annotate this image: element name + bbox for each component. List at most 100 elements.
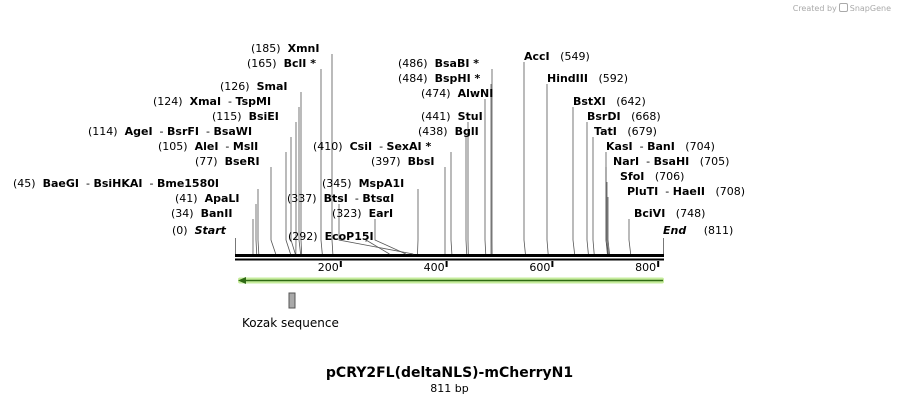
enzyme-separator: - [632, 140, 648, 153]
cut-site-label[interactable]: (124) XmaI - TspMI [153, 95, 271, 108]
cut-site-label[interactable]: (126) SmaI [220, 80, 288, 93]
enzyme-separator: - [658, 185, 673, 198]
cut-site-position: (410) [313, 140, 343, 153]
backbone-bottom-line [235, 258, 664, 261]
cut-site-label[interactable]: TatI (679) [594, 125, 657, 138]
enzyme-name[interactable]: HaeII [672, 185, 706, 198]
cut-site-label[interactable]: HindIII (592) [547, 72, 628, 85]
enzyme-name[interactable]: MslI [232, 140, 259, 153]
cut-site-position: (708) [715, 185, 746, 198]
cut-site-label[interactable]: (45) BaeGI - BsiHKAI - Bme1580I [13, 177, 219, 190]
enzyme-name[interactable]: KasI [606, 140, 633, 153]
cut-site-line [628, 219, 632, 255]
enzyme-name[interactable]: NarI [613, 155, 640, 168]
cut-site-label[interactable]: KasI - BanI (704) [606, 140, 715, 153]
enzyme-name[interactable]: BspHI * [434, 72, 481, 85]
enzyme-name[interactable]: SfoI [620, 170, 645, 183]
enzyme-name[interactable]: BaeGI [42, 177, 79, 190]
enzyme-separator: - [152, 125, 168, 138]
cut-site-position: (679) [627, 125, 657, 138]
cut-site-position: (642) [616, 95, 646, 108]
enzyme-name[interactable]: BstXI [573, 95, 606, 108]
enzyme-name[interactable]: BsrFI [167, 125, 199, 138]
enzyme-name[interactable]: AleI [194, 140, 219, 153]
enzyme-names: TatI [594, 125, 617, 138]
enzyme-name[interactable]: HindIII [547, 72, 588, 85]
cut-site-label[interactable]: (397) BbsI [371, 155, 435, 168]
enzyme-names: KasI - BanI [606, 140, 675, 153]
cut-site-label[interactable]: AccI (549) [524, 50, 590, 63]
cut-site-label[interactable]: (115) BsiEI [212, 110, 279, 123]
enzyme-name[interactable]: BtsαI [362, 192, 395, 205]
enzyme-name[interactable]: BtsI [323, 192, 348, 205]
enzyme-name[interactable]: XmaI [189, 95, 222, 108]
start-position: (0) [172, 224, 188, 237]
cut-site-label[interactable]: (41) ApaLI [175, 192, 240, 205]
cut-site-label[interactable]: BciVI (748) [634, 207, 705, 220]
cut-site-line [606, 182, 609, 255]
cut-site-label[interactable]: SfoI (706) [620, 170, 684, 183]
cut-site-label[interactable]: (474) AlwNI [421, 87, 493, 100]
cut-site-label[interactable]: BstXI (642) [573, 95, 646, 108]
enzyme-name[interactable]: BsiEI [248, 110, 279, 123]
enzyme-name[interactable]: AgeI [124, 125, 153, 138]
cut-site-label[interactable]: (114) AgeI - BsrFI - BsaWI [88, 125, 252, 138]
cut-site-label[interactable]: BsrDI (668) [587, 110, 661, 123]
enzyme-name[interactable]: BglI [454, 125, 479, 138]
cut-site-label[interactable]: (77) BseRI [195, 155, 260, 168]
enzyme-name[interactable]: AlwNI [457, 87, 494, 100]
cut-site-label[interactable]: (441) StuI [421, 110, 483, 123]
ruler-tick-label: 800 [635, 261, 657, 274]
cut-site-position: (41) [175, 192, 198, 205]
enzyme-name[interactable]: ApaLI [204, 192, 240, 205]
cut-site-label[interactable]: (410) CsiI - SexAI * [313, 140, 431, 153]
enzyme-name[interactable]: AccI [524, 50, 550, 63]
cut-site-label[interactable]: (34) BanII [171, 207, 232, 220]
enzyme-name[interactable]: SmaI [256, 80, 288, 93]
cut-site-label[interactable]: (484) BspHI * [398, 72, 480, 85]
enzyme-name[interactable]: PluTI [627, 185, 659, 198]
cut-site-line [605, 167, 609, 255]
enzyme-name[interactable]: BbsI [407, 155, 435, 168]
cut-site-line [298, 107, 301, 255]
cut-site-position: (185) [251, 42, 281, 55]
enzyme-name[interactable]: StuI [457, 110, 483, 123]
kozak-sequence-marker[interactable] [288, 292, 296, 309]
cut-site-label[interactable]: (165) BclI * [247, 57, 316, 70]
enzyme-names: ApaLI [205, 192, 240, 205]
cut-site-label[interactable]: (105) AleI - MslI [158, 140, 258, 153]
enzyme-name[interactable]: TspMI [235, 95, 272, 108]
cut-site-label[interactable]: (323) EarI [332, 207, 393, 220]
cut-site-label[interactable]: (185) XmnI [251, 42, 319, 55]
cut-site-label[interactable]: PluTI - HaeII (708) [627, 185, 745, 198]
cut-site-label[interactable]: (337) BtsI - BtsαI [287, 192, 394, 205]
cut-site-line [255, 204, 258, 255]
enzyme-name[interactable]: BsaHI [653, 155, 690, 168]
enzyme-name[interactable]: EarI [368, 207, 394, 220]
cut-site-label[interactable]: (486) BsaBI * [398, 57, 479, 70]
cut-site-label[interactable]: (292) EcoP15I [288, 230, 374, 243]
enzyme-name[interactable]: EcoP15I [324, 230, 374, 243]
enzyme-name[interactable]: BsrDI [587, 110, 621, 123]
snapgene-logo-icon [838, 3, 848, 12]
cut-site-position: (105) [158, 140, 188, 153]
enzyme-name[interactable]: BciVI [634, 207, 666, 220]
enzyme-name[interactable]: BsaWI [213, 125, 253, 138]
enzyme-name[interactable]: Bme1580I [156, 177, 219, 190]
enzyme-name[interactable]: BanII [200, 207, 233, 220]
enzyme-name[interactable]: TatI [594, 125, 617, 138]
enzyme-name[interactable]: CsiI [349, 140, 373, 153]
enzyme-name[interactable]: BsiHKAI [93, 177, 143, 190]
cut-site-label[interactable]: (345) MspA1I [322, 177, 404, 190]
enzyme-name[interactable]: BanI [647, 140, 675, 153]
cut-site-label[interactable]: NarI - BsaHI (705) [613, 155, 729, 168]
cut-site-line [257, 189, 260, 255]
enzyme-name[interactable]: SexAI * [386, 140, 432, 153]
enzyme-name[interactable]: XmnI [287, 42, 320, 55]
cut-site-label[interactable]: (438) BglI [418, 125, 479, 138]
enzyme-name[interactable]: BclI * [283, 57, 316, 70]
enzyme-name[interactable]: BsaBI * [434, 57, 480, 70]
enzyme-name[interactable]: BseRI [224, 155, 260, 168]
enzyme-name[interactable]: MspA1I [358, 177, 405, 190]
